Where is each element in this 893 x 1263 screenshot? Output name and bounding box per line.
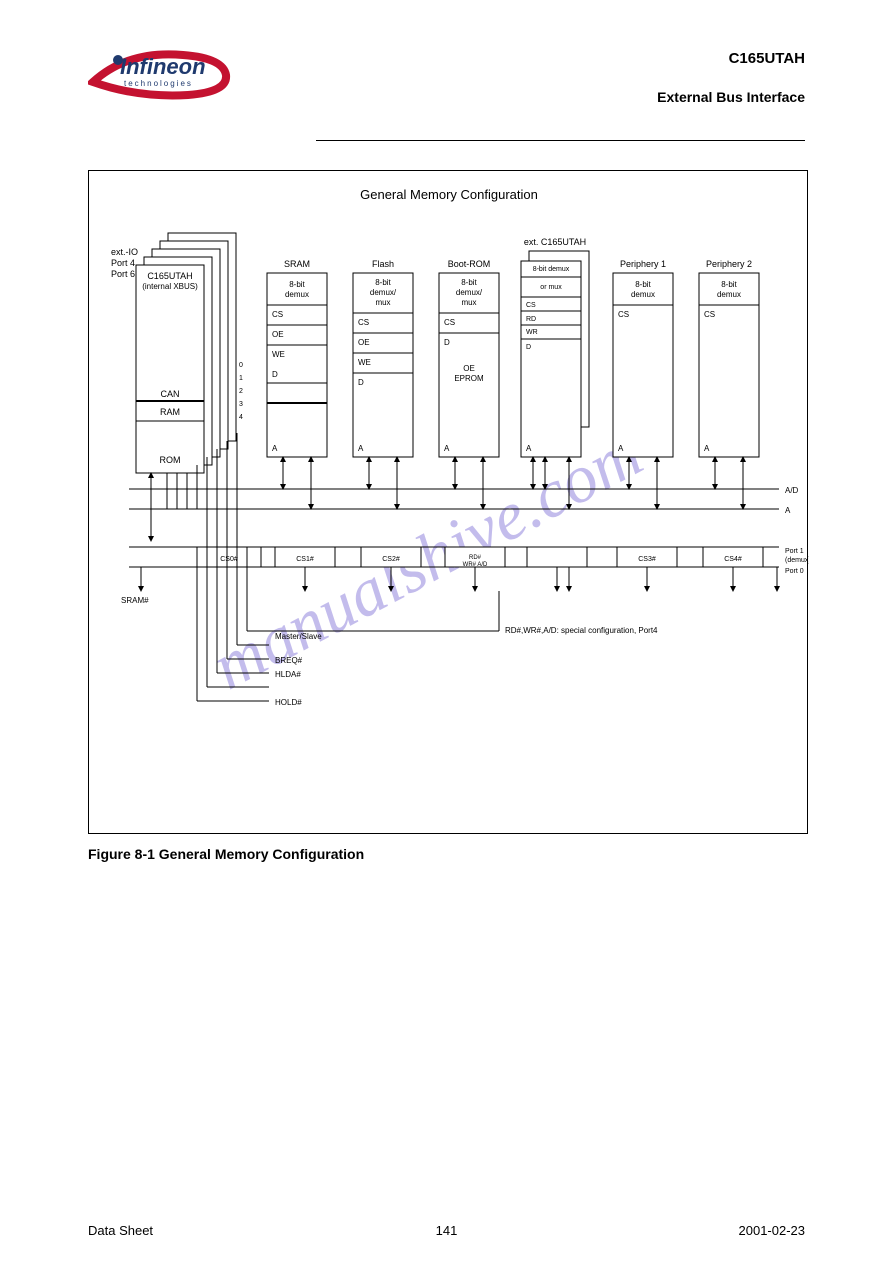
svg-text:CS3#: CS3#	[638, 556, 656, 563]
svg-text:4: 4	[239, 414, 243, 421]
svg-text:8-bit: 8-bit	[375, 278, 391, 287]
figure-diagram: General Memory Configuration C165UTAH (i…	[88, 170, 808, 834]
svg-text:demux: demux	[717, 290, 741, 299]
header-rule	[316, 140, 805, 141]
svg-text:Periphery 2: Periphery 2	[706, 259, 752, 269]
svg-text:CS1#: CS1#	[296, 556, 314, 563]
svg-text:CS: CS	[526, 302, 536, 309]
svg-text:mux: mux	[375, 298, 390, 307]
svg-text:(demux): (demux)	[785, 557, 809, 564]
svg-text:A: A	[618, 444, 624, 453]
figure-caption: Figure 8-1 General Memory Configuration	[88, 846, 364, 862]
svg-text:CS: CS	[704, 310, 715, 319]
footer-page-number: 141	[436, 1223, 458, 1238]
svg-text:ext.-IO: ext.-IO	[111, 247, 138, 257]
svg-text:A: A	[526, 444, 532, 453]
svg-text:3: 3	[239, 401, 243, 408]
svg-text:8-bit: 8-bit	[721, 280, 737, 289]
svg-text:D: D	[272, 370, 278, 379]
svg-text:8-bit: 8-bit	[461, 278, 477, 287]
svg-text:Periphery 1: Periphery 1	[620, 259, 666, 269]
svg-text:OE: OE	[272, 330, 284, 339]
svg-text:mux: mux	[461, 298, 476, 307]
header-right: C165UTAH External Bus Interface	[657, 50, 805, 105]
svg-text:D: D	[526, 344, 531, 351]
svg-text:OE: OE	[358, 338, 370, 347]
svg-text:WE: WE	[358, 358, 371, 367]
svg-text:A/D: A/D	[785, 486, 799, 495]
svg-text:technologies: technologies	[124, 79, 193, 88]
svg-text:8-bit: 8-bit	[289, 280, 305, 289]
svg-text:SRAM#: SRAM#	[121, 596, 149, 605]
svg-text:A: A	[358, 444, 364, 453]
svg-text:WE: WE	[272, 350, 285, 359]
svg-text:A: A	[704, 444, 710, 453]
svg-text:OE: OE	[463, 364, 475, 373]
svg-text:Flash: Flash	[372, 259, 394, 269]
section-name: External Bus Interface	[657, 89, 805, 105]
svg-text:CAN: CAN	[160, 389, 179, 399]
svg-text:demux/: demux/	[370, 288, 397, 297]
svg-text:BREQ#: BREQ#	[275, 656, 303, 665]
svg-text:demux: demux	[285, 290, 309, 299]
svg-text:HOLD#: HOLD#	[275, 698, 302, 707]
svg-text:General Memory Configuration: General Memory Configuration	[360, 187, 538, 202]
svg-text:CS: CS	[618, 310, 629, 319]
svg-text:0: 0	[239, 362, 243, 369]
svg-text:CS2#: CS2#	[382, 556, 400, 563]
svg-text:A: A	[272, 444, 278, 453]
footer-left: Data Sheet	[88, 1223, 153, 1238]
svg-text:demux: demux	[631, 290, 655, 299]
svg-text:8-bit demux: 8-bit demux	[533, 266, 570, 273]
svg-text:ROM: ROM	[160, 455, 181, 465]
svg-text:ext. C165UTAH: ext. C165UTAH	[524, 237, 586, 247]
svg-text:D: D	[358, 378, 364, 387]
infineon-logo: Infineon technologies	[88, 40, 233, 107]
svg-text:or mux: or mux	[540, 284, 562, 291]
svg-text:WR: WR	[526, 329, 538, 336]
svg-text:RD: RD	[526, 316, 536, 323]
svg-text:CS: CS	[272, 310, 283, 319]
svg-text:2: 2	[239, 388, 243, 395]
footer-date: 2001-02-23	[739, 1223, 806, 1238]
svg-text:D: D	[444, 338, 450, 347]
svg-text:CS: CS	[444, 318, 455, 327]
page: Infineon technologies C165UTAH External …	[0, 0, 893, 1263]
svg-text:(internal XBUS): (internal XBUS)	[142, 282, 198, 291]
page-header: Infineon technologies C165UTAH External …	[88, 40, 805, 130]
svg-text:Infineon: Infineon	[120, 54, 206, 79]
svg-text:RAM: RAM	[160, 407, 180, 417]
svg-text:RD#: RD#	[469, 555, 482, 561]
svg-text:Port 4: Port 4	[111, 258, 135, 268]
svg-text:1: 1	[239, 375, 243, 382]
svg-text:8-bit: 8-bit	[635, 280, 651, 289]
svg-text:HLDA#: HLDA#	[275, 670, 301, 679]
svg-text:SRAM: SRAM	[284, 259, 310, 269]
svg-text:A: A	[444, 444, 450, 453]
svg-text:Boot-ROM: Boot-ROM	[448, 259, 491, 269]
svg-text:Port 1: Port 1	[785, 548, 804, 555]
chip-name: C165UTAH	[657, 50, 805, 67]
svg-text:C165UTAH: C165UTAH	[147, 271, 192, 281]
svg-text:demux/: demux/	[456, 288, 483, 297]
svg-text:CS4#: CS4#	[724, 556, 742, 563]
svg-text:Master/Slave: Master/Slave	[275, 632, 322, 641]
svg-text:EPROM: EPROM	[454, 374, 484, 383]
svg-text:CS: CS	[358, 318, 369, 327]
svg-text:CS0#: CS0#	[220, 556, 238, 563]
svg-text:RD#,WR#,A/D: special configura: RD#,WR#,A/D: special configuration, Port…	[505, 626, 658, 635]
svg-text:A: A	[785, 506, 791, 515]
svg-text:Port 0: Port 0	[785, 568, 804, 575]
svg-text:Port 6: Port 6	[111, 269, 135, 279]
